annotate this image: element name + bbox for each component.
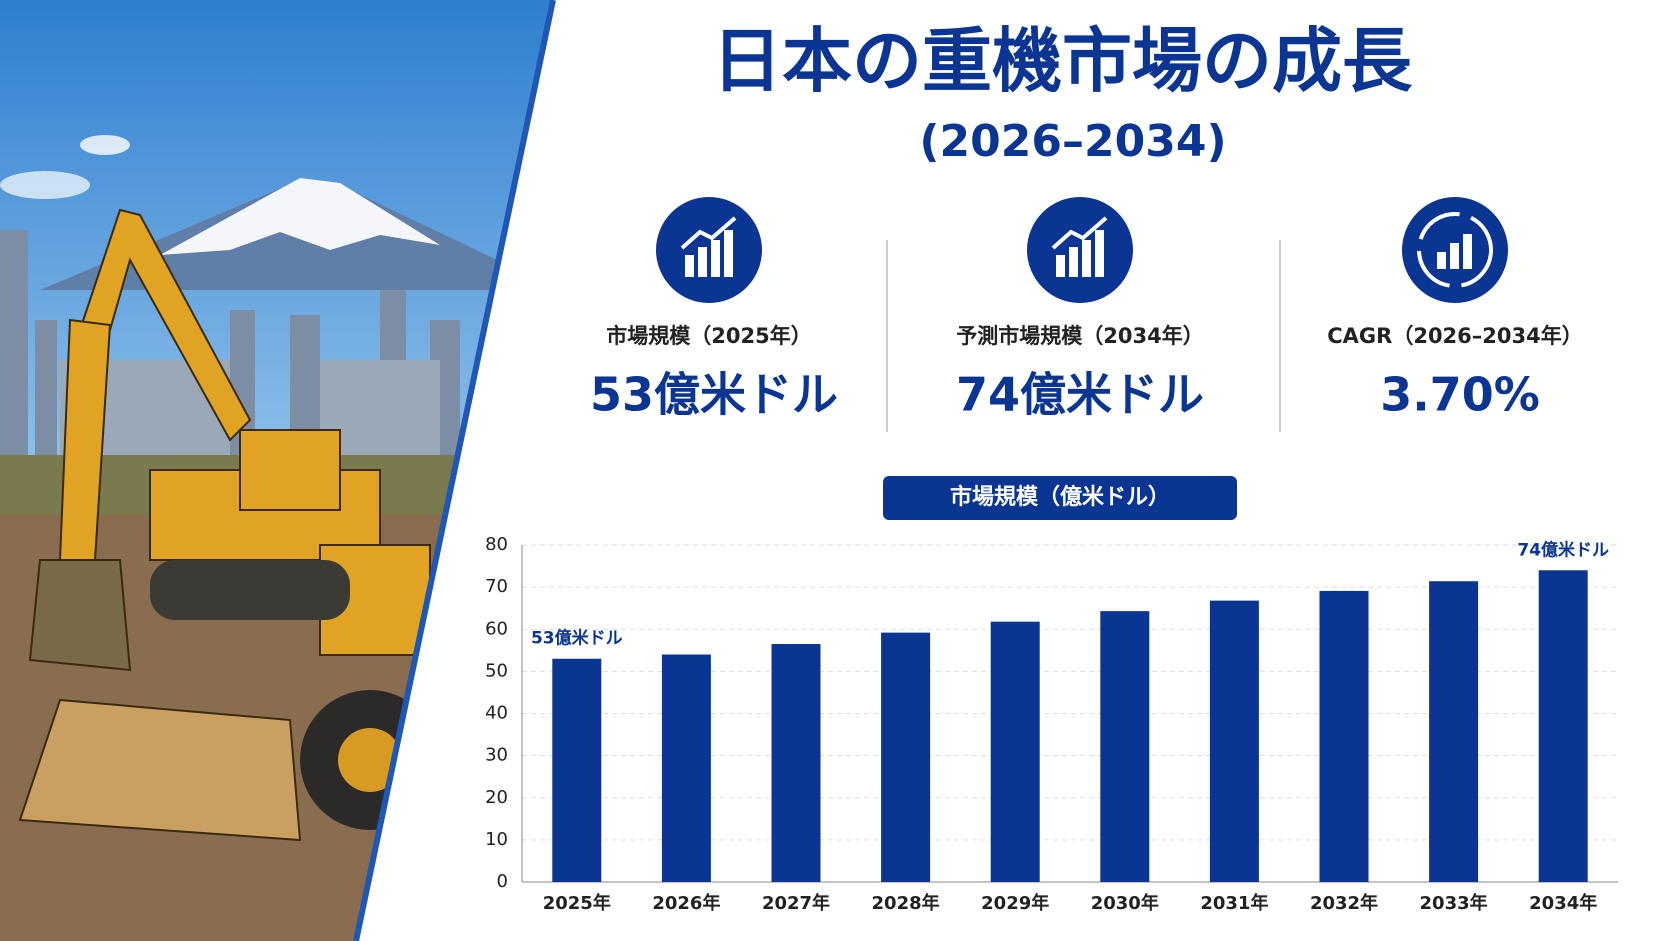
bar: [1209, 600, 1259, 882]
x-tick-label: 2029年: [981, 892, 1049, 914]
y-tick-label: 10: [485, 829, 508, 850]
divider-stripe: [353, 0, 556, 941]
kpi-label: 市場規模（2025年）: [606, 324, 811, 348]
y-tick-label: 0: [497, 871, 508, 892]
x-tick-label: 2034年: [1529, 892, 1597, 914]
kpi-label: 予測市場規模（2034年）: [956, 324, 1203, 348]
y-tick-label: 50: [485, 660, 508, 681]
kpi-value: 53億米ドル: [590, 368, 838, 422]
bar: [771, 643, 821, 882]
subtitle: (2026–2034): [919, 116, 1226, 167]
bar: [1538, 570, 1588, 882]
y-tick-label: 70: [485, 576, 508, 597]
title: 日本の重機市場の成長: [712, 20, 1413, 102]
y-tick-label: 20: [485, 787, 508, 808]
x-tick-label: 2033年: [1420, 892, 1488, 914]
value-label: 74億米ドル: [1517, 539, 1609, 560]
bar: [552, 658, 602, 882]
bar: [881, 632, 931, 882]
kpi-value: 3.70%: [1380, 368, 1540, 422]
x-tick-label: 2030年: [1091, 892, 1159, 914]
bar: [661, 654, 711, 882]
value-label: 53億米ドル: [531, 628, 623, 649]
photo: [0, 0, 552, 941]
bar: [1429, 581, 1479, 882]
y-tick-label: 40: [485, 703, 508, 724]
kpi-icons: [656, 197, 1508, 303]
bar: [990, 621, 1040, 882]
x-tick-label: 2028年: [872, 892, 940, 914]
y-tick-label: 60: [485, 618, 508, 639]
x-tick-label: 2031年: [1200, 892, 1268, 914]
bar: [1319, 590, 1369, 882]
x-tick-label: 2027年: [762, 892, 830, 914]
chart: 0 10 20 30 40 50 60 70 80 2025年 53億米ドル 2026年 2027年 20…: [485, 534, 1618, 914]
x-tick-label: 2025年: [543, 892, 611, 914]
x-tick-label: 2026年: [652, 892, 720, 914]
bar: [1100, 611, 1150, 882]
kpi-label: CAGR（2026–2034年）: [1327, 324, 1582, 348]
chart-title: 市場規模（億米ドル）: [950, 484, 1170, 510]
kpi-value: 74億米ドル: [956, 368, 1204, 422]
y-tick-label: 80: [485, 534, 508, 555]
chart-title-pill: [883, 476, 1237, 520]
x-tick-label: 2032年: [1310, 892, 1378, 914]
y-tick-label: 30: [485, 745, 508, 766]
